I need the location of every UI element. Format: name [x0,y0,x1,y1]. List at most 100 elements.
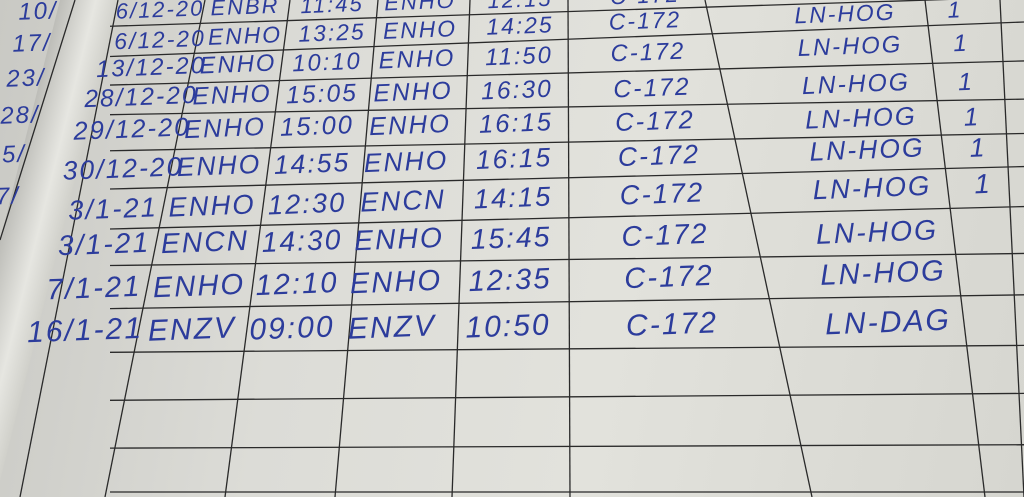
departure-cell: ENHO [167,188,256,223]
arrival-cell: ENHO [353,221,445,257]
arrival-time-cell: 15:45 [469,219,552,255]
arrival-cell: ENHO [382,14,458,44]
row-rule [109,294,1024,310]
registration-cell: LN-HOG [797,30,904,62]
column-rule [999,0,1024,497]
left-page-date: 10/ [17,0,59,26]
aircraft-type-cell: C-172 [618,175,705,211]
column-rule [334,0,379,497]
arrival-cell: ENHO [363,144,449,178]
aircraft-type-cell: C-172 [625,306,719,343]
count-cell: 1 [968,131,987,163]
row-rule [109,252,1024,267]
registration-cell: LN-DAG [824,303,952,342]
departure-cell: ENHO [175,149,262,183]
date-cell: 7/1-21 [46,270,143,307]
departure-time-cell: 11:45 [299,0,365,19]
arrival-cell: ENZV [347,309,437,346]
column-rule [567,0,571,497]
date-cell: 29/12-20 [72,113,191,147]
departure-time-cell: 14:55 [273,147,351,180]
row-rule [109,344,1024,353]
arrival-cell: ENHO [377,44,456,75]
column-rule [704,0,813,497]
column-rule [924,0,986,497]
date-cell: 16/1-21 [26,311,144,349]
date-cell: 13/12-20 [95,51,207,84]
arrival-cell: ENHO [372,77,454,108]
row-rule [109,60,1024,86]
departure-time-cell: 12:30 [267,186,347,221]
arrival-time-cell: 14:25 [485,11,555,40]
left-page-date: 23/ [5,64,47,93]
row-rule [109,205,1024,230]
count-cell: 1 [973,168,993,200]
departure-cell: ENHO [199,49,278,80]
date-cell: 28/12-20 [84,81,199,114]
departure-cell: ENBR [209,0,280,21]
left-page-date: 28/ [0,101,41,130]
column-rule [19,0,119,497]
arrival-time-cell: 11:50 [484,41,553,72]
registration-cell: LN-HOG [808,132,925,168]
departure-time-cell: 12:10 [254,267,340,303]
departure-cell: ENHO [207,21,283,51]
count-cell: 1 [947,0,963,23]
row-rule [109,0,950,27]
departure-cell: ENHO [151,268,246,305]
departure-time-cell: 10:10 [291,47,363,77]
row-rule [109,165,1024,190]
aircraft-type-cell: C-172 [608,6,682,36]
departure-cell: ENCN [160,223,250,260]
aircraft-type-cell: C-172 [623,259,714,296]
arrival-time-cell: 14:15 [472,180,553,215]
departure-time-cell: 15:05 [285,79,359,110]
arrival-time-cell: 16:30 [480,75,554,106]
registration-cell: LN-HOG [801,68,911,100]
arrival-time-cell: 16:15 [475,142,553,176]
row-rule [109,444,1024,449]
registration-cell: LN-HOG [819,255,946,293]
column-rule [224,0,291,497]
registration-cell: LN-HOG [804,102,918,135]
left-page-date: 7/ [0,182,21,211]
aircraft-type-cell: C-172 [612,73,691,104]
departure-time-cell: 09:00 [248,310,336,347]
departure-time-cell: 14:30 [260,222,343,258]
date-cell: 30/12-20 [61,150,184,186]
column-rule [104,0,206,497]
arrival-cell: ENCN [359,183,446,218]
arrival-time-cell: 10:50 [464,307,552,345]
left-page-rule [0,0,76,241]
left-page-date: 5/ [1,140,27,169]
date-cell: 3/1-21 [67,191,159,226]
column-rule [451,0,471,497]
departure-cell: ENZV [147,310,237,348]
aircraft-type-cell: C-172 [614,106,696,138]
count-cell: 1 [963,102,981,132]
aircraft-type-cell: C-172 [616,138,701,172]
arrival-time-cell: 16:15 [477,108,554,140]
row-rule [109,98,1024,116]
registration-cell: LN-HOG [812,169,932,205]
departure-time-cell: 15:00 [279,111,355,143]
left-page-date: 17/ [11,29,53,58]
date-cell: 3/1-21 [57,225,151,261]
count-cell: 1 [952,29,969,57]
count-cell: 1 [957,68,975,96]
departure-time-cell: 13:25 [297,18,367,47]
registration-cell: LN-HOG [794,0,896,29]
aircraft-type-cell: C-172 [621,217,710,253]
departure-cell: ENHO [183,112,267,144]
row-rule [109,132,1024,152]
date-cell: 6/12-20 [115,0,205,24]
date-cell: 6/12-20 [113,24,207,54]
arrival-time-cell: 12:35 [467,263,552,299]
aircraft-type-cell: C-172 [610,37,687,68]
registration-cell: LN-HOG [815,213,939,250]
departure-cell: ENHO [191,80,272,111]
arrival-cell: ENHO [367,110,451,142]
row-rule [109,392,1024,401]
row-rule [109,21,1024,58]
arrival-cell: ENHO [348,265,443,301]
